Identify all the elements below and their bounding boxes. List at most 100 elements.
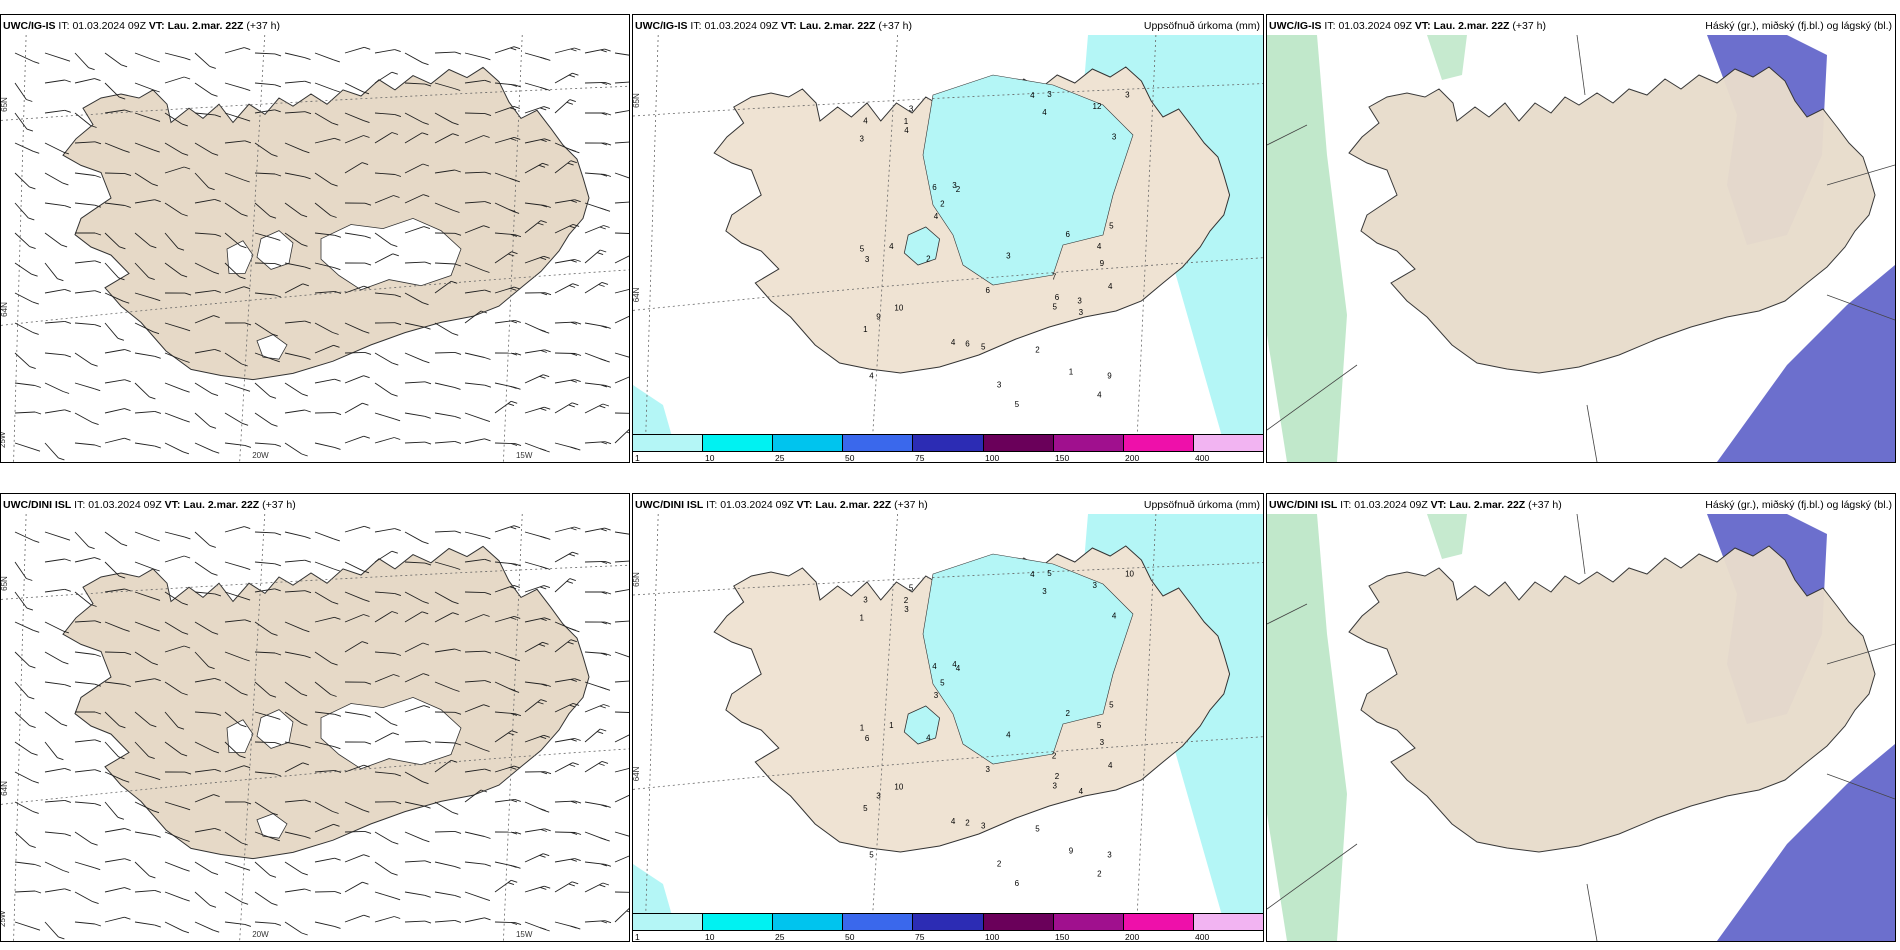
wind-barb-flag xyxy=(454,88,461,91)
wind-barb-flag xyxy=(483,225,490,229)
wind-barb xyxy=(44,588,65,593)
wind-barb-flag xyxy=(243,658,250,662)
wind-barb-flag xyxy=(153,118,161,122)
wind-barb xyxy=(134,711,151,726)
wind-barb-flag xyxy=(334,616,341,620)
wind-barb xyxy=(344,46,365,54)
wind-barb xyxy=(44,79,65,84)
wind-barb xyxy=(404,52,423,64)
latitude-line xyxy=(633,257,1263,311)
wind-barb xyxy=(254,801,273,814)
wind-barb xyxy=(404,441,426,444)
wind-barb xyxy=(554,881,573,893)
wind-barb xyxy=(254,831,274,840)
wind-barb-flag xyxy=(183,898,190,902)
wind-barb-flag xyxy=(64,767,71,771)
wind-barb-flag xyxy=(543,809,550,813)
wind-barb-flag xyxy=(244,526,251,530)
wind-barb xyxy=(494,46,515,54)
wind-barb-flag xyxy=(601,760,609,764)
wind-barb-flag xyxy=(34,864,41,867)
wind-barb-flag xyxy=(212,271,220,275)
cloud-high-band xyxy=(1267,35,1347,462)
wind-barb xyxy=(434,759,452,773)
wind-barb xyxy=(434,280,452,294)
wind-barb-flag xyxy=(304,799,312,803)
wind-barb xyxy=(134,861,150,877)
precip-area-land xyxy=(922,553,1134,765)
wind-barb xyxy=(374,132,393,144)
wind-barb-flag xyxy=(514,319,521,323)
wind-barb xyxy=(44,888,65,893)
wind-barb-flag xyxy=(240,724,247,728)
wind-barb xyxy=(614,232,629,234)
wind-barb-flag xyxy=(510,443,518,446)
wind-barb xyxy=(44,921,59,938)
wind-barb-flag xyxy=(94,739,102,743)
wind-barb xyxy=(344,881,363,893)
wind-barb-flag xyxy=(119,246,126,250)
precip-value: 3 xyxy=(860,135,865,144)
wind-barb xyxy=(14,52,34,62)
wind-barb-flag xyxy=(151,183,158,187)
wind-barb-flag xyxy=(572,762,579,766)
wind-barb xyxy=(254,741,276,744)
wind-barb xyxy=(164,352,184,361)
precip-value: 6 xyxy=(986,286,991,295)
wind-barb-flag xyxy=(29,186,36,190)
wind-barb-flag xyxy=(304,409,311,413)
precip-value: 1 xyxy=(1069,368,1074,377)
wind-barb-flag xyxy=(424,326,431,330)
colorbar-tick-label: 75 xyxy=(914,453,925,463)
wind-barb-flag xyxy=(153,89,160,93)
wind-barb xyxy=(254,771,275,775)
wind-barb-flag xyxy=(600,384,608,388)
wind-barb-flag xyxy=(361,641,369,645)
wind-barb-flag xyxy=(34,411,42,415)
wind-barb xyxy=(284,559,305,563)
wind-barb-flag xyxy=(29,725,36,729)
wind-barb-flag xyxy=(153,568,160,572)
field-title: Háský (gr.), miðský (fj.bl.) og lágský (… xyxy=(1705,20,1892,32)
panel-ig-cloud: UWC/IG-IS IT: 01.03.2024 09Z VT: Lau. 2.… xyxy=(1266,14,1896,463)
wind-barb-flag xyxy=(304,559,312,563)
wind-barb-flag xyxy=(602,882,610,886)
wind-barb xyxy=(194,591,215,595)
wind-barb xyxy=(614,589,629,593)
wind-barb-flag xyxy=(334,412,342,416)
wind-barb-flag xyxy=(62,630,70,634)
wind-barb-flag xyxy=(394,773,402,777)
wind-barb xyxy=(104,52,122,66)
wind-barb-flag xyxy=(484,289,491,293)
wind-barb-flag xyxy=(152,810,160,814)
wind-barb xyxy=(254,921,275,924)
wind-barb-flag xyxy=(540,139,547,143)
precip-value: 3 xyxy=(1112,132,1117,141)
wind-barb-flag xyxy=(600,686,607,690)
wind-barb-flag xyxy=(510,233,518,237)
wind-barb-flag xyxy=(540,565,547,569)
wind-barb-flag xyxy=(244,47,251,51)
wind-barb xyxy=(464,352,485,358)
precip-value: 3 xyxy=(934,691,939,700)
wind-barb xyxy=(614,560,629,563)
wind-barb-flag xyxy=(514,234,522,238)
wind-barb-flag xyxy=(363,914,370,918)
wind-barb xyxy=(404,412,425,417)
wind-barb-flag xyxy=(454,894,461,898)
wind-barb xyxy=(284,232,302,245)
wind-barb-flag xyxy=(33,60,40,64)
wind-barb xyxy=(614,141,629,144)
wind-barb xyxy=(254,382,271,397)
wind-barb-flag xyxy=(301,722,308,726)
precip-values: 2355495346113345344101033442263225545431… xyxy=(860,569,1135,888)
wind-barb-flag xyxy=(574,47,581,51)
wind-barb xyxy=(524,641,543,653)
wind-barb xyxy=(464,917,485,923)
precip-value: 3 xyxy=(1006,251,1011,260)
wind-barb xyxy=(284,52,305,59)
wind-barb xyxy=(554,99,571,114)
wind-barb-flag xyxy=(333,344,340,348)
grid-label: 25W xyxy=(1,910,7,927)
precip-area-glacier xyxy=(903,705,941,745)
